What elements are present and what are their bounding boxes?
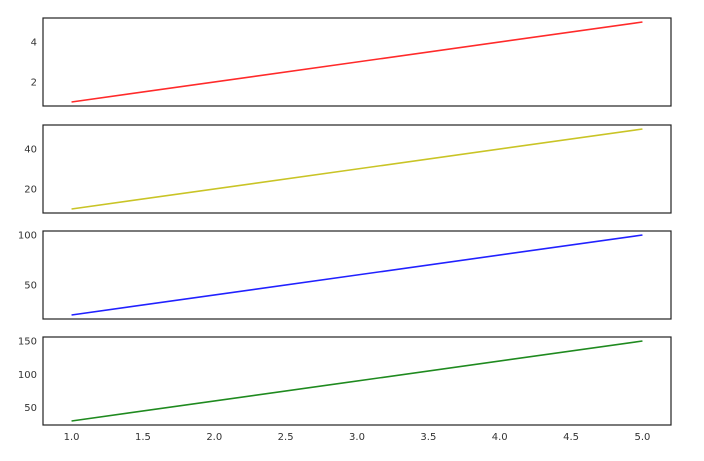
subplot-4-ytick-label: 50 xyxy=(24,403,37,414)
xtick-label: 4.5 xyxy=(563,432,579,443)
subplot-3: 50 100 xyxy=(18,230,672,320)
subplot-2-series-line xyxy=(71,128,643,210)
xtick-label: 1.0 xyxy=(64,432,80,443)
subplot-1-ytick-label: 2 xyxy=(31,78,37,89)
subplot-4-ytick-label: 150 xyxy=(18,337,37,348)
xtick-label: 2.0 xyxy=(206,432,222,443)
subplot-1-series-line xyxy=(71,21,643,103)
subplot-3-series-line xyxy=(71,234,643,316)
subplot-2-ytick-label: 40 xyxy=(24,145,37,156)
subplot-2-ytick-label: 20 xyxy=(24,185,37,196)
subplot-3-ytick-label: 100 xyxy=(18,231,37,242)
xtick-label: 3.5 xyxy=(420,432,436,443)
xtick-label: 4.0 xyxy=(492,432,508,443)
xtick-label: 2.5 xyxy=(278,432,294,443)
subplot-4-ytick-label: 100 xyxy=(18,370,37,381)
subplot-4: 50 100 150 1.0 1.5 2.0 2.5 3.0 3.5 4.0 4.5 5.0 xyxy=(18,336,672,443)
subplot-3-ytick-label: 50 xyxy=(24,281,37,292)
subplot-1-ytick-label: 4 xyxy=(31,38,37,49)
xtick-label: 5.0 xyxy=(635,432,651,443)
subplot-4-series-line xyxy=(71,340,643,422)
xtick-label: 3.0 xyxy=(349,432,365,443)
subplot-1: 24 xyxy=(31,17,672,107)
xtick-label: 1.5 xyxy=(135,432,151,443)
